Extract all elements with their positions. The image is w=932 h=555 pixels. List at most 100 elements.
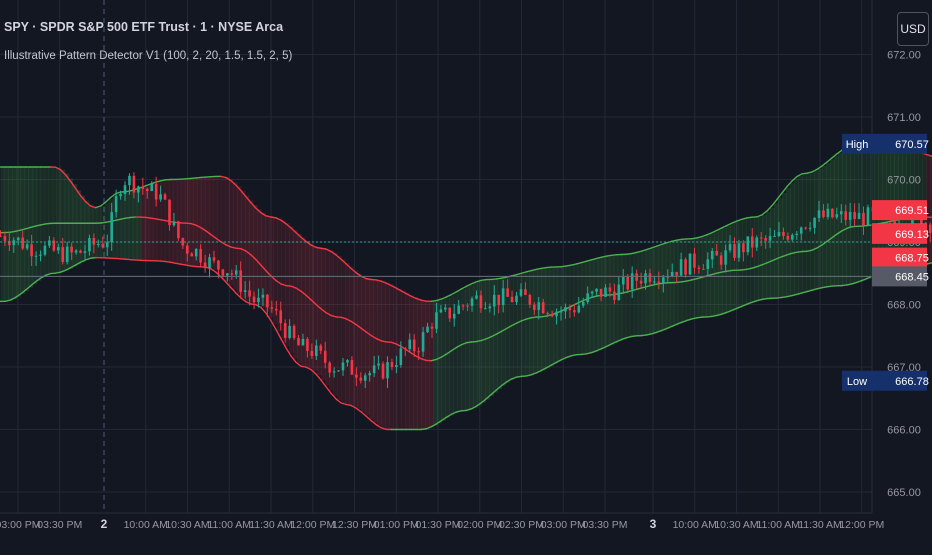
band-line-upper	[567, 265, 572, 266]
candle	[70, 247, 73, 253]
band-fill-strip	[229, 179, 234, 285]
candle	[386, 362, 389, 378]
candle	[355, 375, 358, 378]
currency-button[interactable]: USD	[897, 12, 929, 46]
band-line-mid	[236, 248, 241, 249]
band-fill-strip	[754, 217, 759, 302]
band-fill-strip	[133, 190, 138, 260]
candle	[533, 305, 536, 310]
band-fill-strip	[826, 163, 831, 287]
band-fill-strip	[389, 284, 394, 429]
band-line-upper	[161, 180, 166, 181]
candle	[115, 196, 118, 212]
candle	[609, 287, 612, 291]
band-fill-strip	[461, 289, 466, 411]
band-fill-strip	[530, 271, 535, 375]
band-fill-strip	[806, 173, 811, 292]
band-line-lower	[842, 285, 847, 286]
band-fill-strip	[830, 159, 835, 286]
band-line-lower	[516, 376, 521, 377]
candle	[506, 288, 509, 296]
candle	[715, 251, 718, 256]
band-fill-strip	[257, 209, 262, 305]
candle	[448, 308, 451, 319]
band-fill-strip	[730, 224, 735, 311]
candle	[275, 309, 278, 311]
band-fill-strip	[273, 217, 278, 324]
band-line-lower	[697, 317, 702, 318]
band-line-upper	[757, 215, 762, 217]
band-fill-strip	[217, 176, 222, 273]
candle	[333, 371, 336, 372]
candle	[809, 228, 812, 229]
candle	[537, 302, 540, 310]
candle	[97, 244, 100, 245]
band-fill-strip	[602, 257, 607, 348]
candle	[342, 363, 345, 371]
band-line-mid	[682, 281, 687, 282]
price-tick-label: 670.00	[887, 175, 921, 187]
time-tick-label: 10:00 AM	[673, 519, 717, 531]
candle	[39, 255, 42, 256]
band-fill-strip	[802, 174, 807, 293]
candle	[698, 268, 701, 269]
candle	[346, 360, 349, 362]
band-line-mid	[742, 269, 747, 270]
band-line-lower	[421, 429, 426, 430]
band-fill-strip	[810, 173, 815, 291]
candle	[711, 251, 714, 259]
candle	[26, 244, 29, 248]
band-fill-strip	[253, 205, 258, 304]
candle	[827, 209, 830, 217]
candle	[84, 251, 87, 253]
candle	[119, 194, 122, 196]
symbol-title[interactable]: SPY · SPDR S&P 500 ETF Trust · 1 · NYSE …	[4, 20, 283, 34]
band-line-mid	[151, 218, 156, 219]
band-fill-strip	[642, 251, 647, 335]
band-fill-strip	[393, 286, 398, 429]
band-line-lower	[176, 263, 181, 264]
band-fill-strip	[225, 177, 230, 281]
candle	[773, 236, 776, 237]
band-line-upper	[562, 266, 567, 267]
band-fill-strip	[137, 189, 142, 260]
price-tick-label: 668.00	[887, 300, 921, 312]
band-fill-strip	[41, 167, 46, 278]
band-line-mid	[156, 219, 161, 220]
price-label-value: 668.75	[895, 253, 929, 265]
band-fill-strip	[742, 219, 747, 306]
candle	[724, 250, 727, 264]
band-fill-strip	[746, 218, 751, 304]
indicator-legend[interactable]: Illustrative Pattern Detector V1 (100, 2…	[4, 50, 292, 62]
band-line-lower	[782, 297, 787, 298]
candle	[791, 235, 794, 240]
price-label-value: 668.45	[895, 271, 929, 283]
candle	[257, 298, 260, 302]
candle	[542, 302, 545, 313]
candle	[569, 307, 572, 310]
candle	[235, 270, 238, 274]
band-fill-strip	[778, 198, 783, 298]
band-fill-strip	[774, 203, 779, 298]
band-fill-strip	[349, 267, 354, 405]
candle	[546, 313, 549, 314]
candle	[253, 297, 256, 302]
band-fill-strip	[0, 167, 5, 301]
candle	[782, 232, 785, 236]
candle	[755, 238, 758, 248]
candle	[658, 281, 661, 283]
candle	[555, 312, 558, 317]
band-fill-strip	[766, 212, 771, 299]
candle	[738, 243, 741, 258]
candle	[364, 375, 367, 380]
candle	[17, 238, 20, 241]
band-fill-strip	[417, 299, 422, 430]
band-line-upper	[501, 277, 506, 278]
band-fill-strip	[441, 299, 446, 421]
candle	[813, 218, 816, 228]
time-tick-label: 01:00 PM	[374, 519, 419, 531]
band-fill-strip	[16, 167, 21, 297]
time-tick-label: 12:30 PM	[332, 519, 377, 531]
